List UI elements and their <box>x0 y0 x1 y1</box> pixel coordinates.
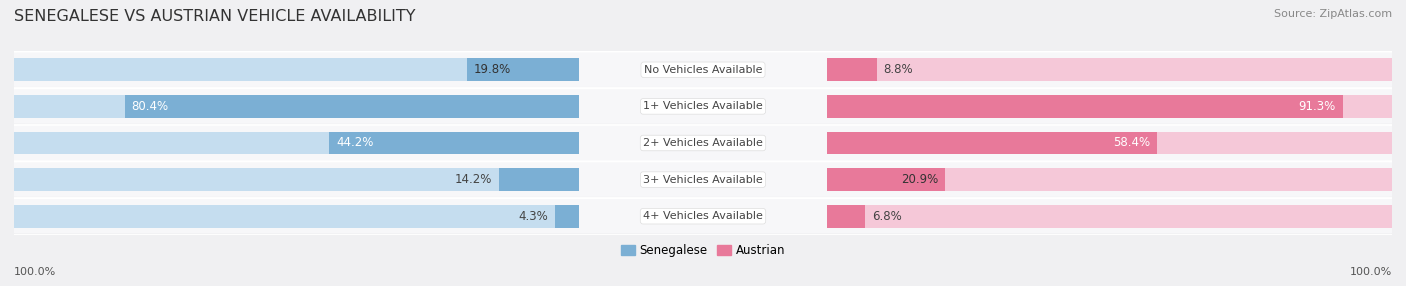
Bar <box>827 95 1392 118</box>
FancyBboxPatch shape <box>3 162 1403 197</box>
Text: 3+ Vehicles Available: 3+ Vehicles Available <box>643 175 763 184</box>
Legend: Senegalese, Austrian: Senegalese, Austrian <box>616 239 790 262</box>
Text: 4.3%: 4.3% <box>517 210 548 223</box>
Bar <box>827 205 1392 228</box>
Text: 100.0%: 100.0% <box>14 267 56 277</box>
Text: No Vehicles Available: No Vehicles Available <box>644 65 762 75</box>
Bar <box>827 168 945 191</box>
Bar <box>827 132 1157 154</box>
Bar <box>827 95 1343 118</box>
Bar <box>14 58 579 81</box>
FancyBboxPatch shape <box>3 53 1403 87</box>
Text: 44.2%: 44.2% <box>336 136 374 150</box>
Bar <box>14 168 579 191</box>
Bar <box>499 168 579 191</box>
Text: 20.9%: 20.9% <box>901 173 938 186</box>
Bar <box>555 205 579 228</box>
Bar <box>14 205 579 228</box>
Bar <box>827 205 866 228</box>
FancyBboxPatch shape <box>3 126 1403 160</box>
Bar <box>827 132 1392 154</box>
Text: 14.2%: 14.2% <box>454 173 492 186</box>
FancyBboxPatch shape <box>3 199 1403 233</box>
FancyBboxPatch shape <box>3 89 1403 124</box>
Bar <box>467 58 579 81</box>
Text: 19.8%: 19.8% <box>474 63 512 76</box>
Text: 80.4%: 80.4% <box>132 100 169 113</box>
Text: 8.8%: 8.8% <box>883 63 914 76</box>
Text: 1+ Vehicles Available: 1+ Vehicles Available <box>643 102 763 111</box>
Bar <box>827 168 1392 191</box>
Bar <box>14 132 579 154</box>
Bar <box>827 58 877 81</box>
Bar <box>125 95 579 118</box>
Text: 100.0%: 100.0% <box>1350 267 1392 277</box>
Text: 2+ Vehicles Available: 2+ Vehicles Available <box>643 138 763 148</box>
Text: 6.8%: 6.8% <box>872 210 903 223</box>
Text: 58.4%: 58.4% <box>1114 136 1150 150</box>
Text: Source: ZipAtlas.com: Source: ZipAtlas.com <box>1274 9 1392 19</box>
Bar <box>827 58 1392 81</box>
Text: 91.3%: 91.3% <box>1299 100 1336 113</box>
Bar <box>329 132 579 154</box>
Bar <box>14 95 579 118</box>
Text: 4+ Vehicles Available: 4+ Vehicles Available <box>643 211 763 221</box>
Text: SENEGALESE VS AUSTRIAN VEHICLE AVAILABILITY: SENEGALESE VS AUSTRIAN VEHICLE AVAILABIL… <box>14 9 416 23</box>
